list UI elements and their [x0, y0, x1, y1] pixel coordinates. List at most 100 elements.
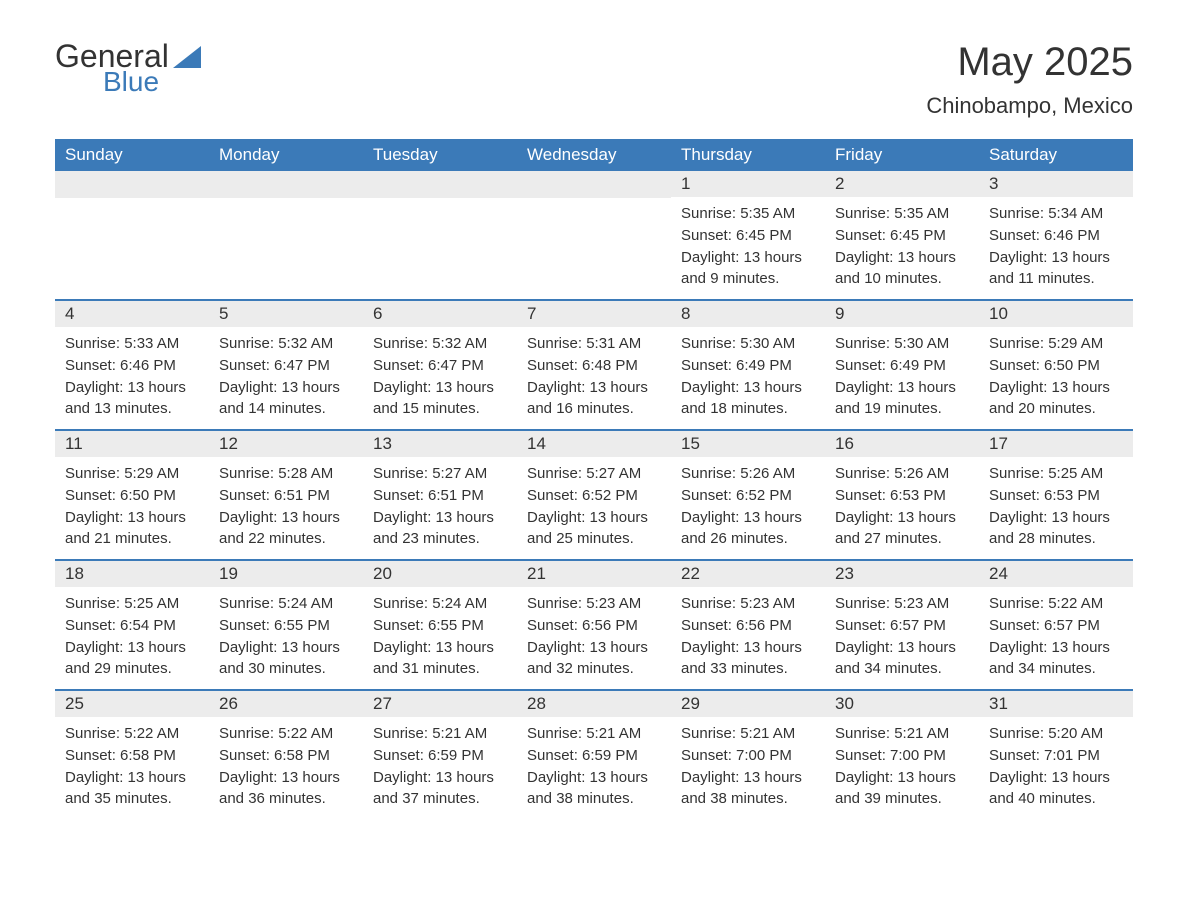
day-cell: 11Sunrise: 5:29 AMSunset: 6:50 PMDayligh…: [55, 431, 209, 559]
sunset-line: Sunset: 6:48 PM: [527, 355, 661, 376]
day-cell: 24Sunrise: 5:22 AMSunset: 6:57 PMDayligh…: [979, 561, 1133, 689]
sunrise-line: Sunrise: 5:22 AM: [65, 723, 199, 744]
daylight-line: Daylight: 13 hours and 35 minutes.: [65, 767, 199, 809]
sunrise-line: Sunrise: 5:27 AM: [373, 463, 507, 484]
daylight-line: Daylight: 13 hours and 23 minutes.: [373, 507, 507, 549]
logo: General Blue: [55, 40, 201, 96]
sunrise-line: Sunrise: 5:25 AM: [989, 463, 1123, 484]
day-content: Sunrise: 5:23 AMSunset: 6:56 PMDaylight:…: [671, 587, 825, 686]
day-number: 3: [979, 171, 1133, 197]
week-row: 4Sunrise: 5:33 AMSunset: 6:46 PMDaylight…: [55, 299, 1133, 429]
header: General Blue May 2025 Chinobampo, Mexico: [55, 40, 1133, 119]
sunset-line: Sunset: 7:00 PM: [681, 745, 815, 766]
day-number: 21: [517, 561, 671, 587]
day-number: 25: [55, 691, 209, 717]
day-cell: 19Sunrise: 5:24 AMSunset: 6:55 PMDayligh…: [209, 561, 363, 689]
sunset-line: Sunset: 6:50 PM: [989, 355, 1123, 376]
daylight-line: Daylight: 13 hours and 40 minutes.: [989, 767, 1123, 809]
day-content: Sunrise: 5:30 AMSunset: 6:49 PMDaylight:…: [671, 327, 825, 426]
weekday-header-cell: Saturday: [979, 139, 1133, 171]
day-number: 7: [517, 301, 671, 327]
sunset-line: Sunset: 6:57 PM: [835, 615, 969, 636]
day-content: Sunrise: 5:21 AMSunset: 7:00 PMDaylight:…: [825, 717, 979, 816]
day-cell: 10Sunrise: 5:29 AMSunset: 6:50 PMDayligh…: [979, 301, 1133, 429]
day-content: Sunrise: 5:34 AMSunset: 6:46 PMDaylight:…: [979, 197, 1133, 296]
sunset-line: Sunset: 6:59 PM: [373, 745, 507, 766]
weekday-header-cell: Tuesday: [363, 139, 517, 171]
sunrise-line: Sunrise: 5:23 AM: [835, 593, 969, 614]
daylight-line: Daylight: 13 hours and 39 minutes.: [835, 767, 969, 809]
sunset-line: Sunset: 6:57 PM: [989, 615, 1123, 636]
day-content: Sunrise: 5:32 AMSunset: 6:47 PMDaylight:…: [363, 327, 517, 426]
sunrise-line: Sunrise: 5:30 AM: [835, 333, 969, 354]
day-number: 31: [979, 691, 1133, 717]
day-cell: 5Sunrise: 5:32 AMSunset: 6:47 PMDaylight…: [209, 301, 363, 429]
weekday-header-cell: Thursday: [671, 139, 825, 171]
daylight-line: Daylight: 13 hours and 29 minutes.: [65, 637, 199, 679]
day-cell: [209, 171, 363, 299]
day-cell: [363, 171, 517, 299]
day-content: Sunrise: 5:26 AMSunset: 6:53 PMDaylight:…: [825, 457, 979, 556]
sunrise-line: Sunrise: 5:27 AM: [527, 463, 661, 484]
day-content: Sunrise: 5:35 AMSunset: 6:45 PMDaylight:…: [671, 197, 825, 296]
sunrise-line: Sunrise: 5:28 AM: [219, 463, 353, 484]
title-block: May 2025 Chinobampo, Mexico: [926, 40, 1133, 119]
sunrise-line: Sunrise: 5:35 AM: [681, 203, 815, 224]
day-number: 18: [55, 561, 209, 587]
weekday-header-cell: Friday: [825, 139, 979, 171]
week-row: 18Sunrise: 5:25 AMSunset: 6:54 PMDayligh…: [55, 559, 1133, 689]
sunset-line: Sunset: 6:52 PM: [681, 485, 815, 506]
empty-day-number: [209, 171, 363, 198]
sunrise-line: Sunrise: 5:21 AM: [835, 723, 969, 744]
daylight-line: Daylight: 13 hours and 22 minutes.: [219, 507, 353, 549]
sunset-line: Sunset: 6:58 PM: [219, 745, 353, 766]
day-cell: 30Sunrise: 5:21 AMSunset: 7:00 PMDayligh…: [825, 691, 979, 819]
day-content: Sunrise: 5:21 AMSunset: 7:00 PMDaylight:…: [671, 717, 825, 816]
sunset-line: Sunset: 6:53 PM: [989, 485, 1123, 506]
sunrise-line: Sunrise: 5:21 AM: [527, 723, 661, 744]
empty-day-number: [55, 171, 209, 198]
month-title: May 2025: [926, 40, 1133, 85]
sunrise-line: Sunrise: 5:23 AM: [681, 593, 815, 614]
day-cell: 1Sunrise: 5:35 AMSunset: 6:45 PMDaylight…: [671, 171, 825, 299]
weekday-header-cell: Wednesday: [517, 139, 671, 171]
day-number: 16: [825, 431, 979, 457]
day-cell: 31Sunrise: 5:20 AMSunset: 7:01 PMDayligh…: [979, 691, 1133, 819]
logo-triangle-icon: [173, 46, 201, 68]
daylight-line: Daylight: 13 hours and 20 minutes.: [989, 377, 1123, 419]
week-row: 11Sunrise: 5:29 AMSunset: 6:50 PMDayligh…: [55, 429, 1133, 559]
day-number: 30: [825, 691, 979, 717]
sunset-line: Sunset: 6:50 PM: [65, 485, 199, 506]
day-cell: 28Sunrise: 5:21 AMSunset: 6:59 PMDayligh…: [517, 691, 671, 819]
day-cell: 23Sunrise: 5:23 AMSunset: 6:57 PMDayligh…: [825, 561, 979, 689]
day-content: Sunrise: 5:22 AMSunset: 6:58 PMDaylight:…: [209, 717, 363, 816]
day-number: 19: [209, 561, 363, 587]
daylight-line: Daylight: 13 hours and 15 minutes.: [373, 377, 507, 419]
sunrise-line: Sunrise: 5:21 AM: [373, 723, 507, 744]
day-content: Sunrise: 5:22 AMSunset: 6:58 PMDaylight:…: [55, 717, 209, 816]
empty-day-number: [517, 171, 671, 198]
sunrise-line: Sunrise: 5:22 AM: [219, 723, 353, 744]
daylight-line: Daylight: 13 hours and 13 minutes.: [65, 377, 199, 419]
daylight-line: Daylight: 13 hours and 38 minutes.: [681, 767, 815, 809]
day-cell: 13Sunrise: 5:27 AMSunset: 6:51 PMDayligh…: [363, 431, 517, 559]
day-number: 14: [517, 431, 671, 457]
sunrise-line: Sunrise: 5:26 AM: [835, 463, 969, 484]
sunset-line: Sunset: 6:47 PM: [219, 355, 353, 376]
day-content: Sunrise: 5:24 AMSunset: 6:55 PMDaylight:…: [363, 587, 517, 686]
day-content: Sunrise: 5:21 AMSunset: 6:59 PMDaylight:…: [517, 717, 671, 816]
day-content: Sunrise: 5:29 AMSunset: 6:50 PMDaylight:…: [55, 457, 209, 556]
sunrise-line: Sunrise: 5:32 AM: [219, 333, 353, 354]
day-content: Sunrise: 5:28 AMSunset: 6:51 PMDaylight:…: [209, 457, 363, 556]
day-number: 15: [671, 431, 825, 457]
day-content: Sunrise: 5:35 AMSunset: 6:45 PMDaylight:…: [825, 197, 979, 296]
weekday-header-cell: Sunday: [55, 139, 209, 171]
sunset-line: Sunset: 6:45 PM: [681, 225, 815, 246]
calendar: SundayMondayTuesdayWednesdayThursdayFrid…: [55, 139, 1133, 819]
sunset-line: Sunset: 6:59 PM: [527, 745, 661, 766]
day-cell: 15Sunrise: 5:26 AMSunset: 6:52 PMDayligh…: [671, 431, 825, 559]
day-cell: 29Sunrise: 5:21 AMSunset: 7:00 PMDayligh…: [671, 691, 825, 819]
sunrise-line: Sunrise: 5:29 AM: [65, 463, 199, 484]
sunset-line: Sunset: 6:46 PM: [65, 355, 199, 376]
daylight-line: Daylight: 13 hours and 33 minutes.: [681, 637, 815, 679]
